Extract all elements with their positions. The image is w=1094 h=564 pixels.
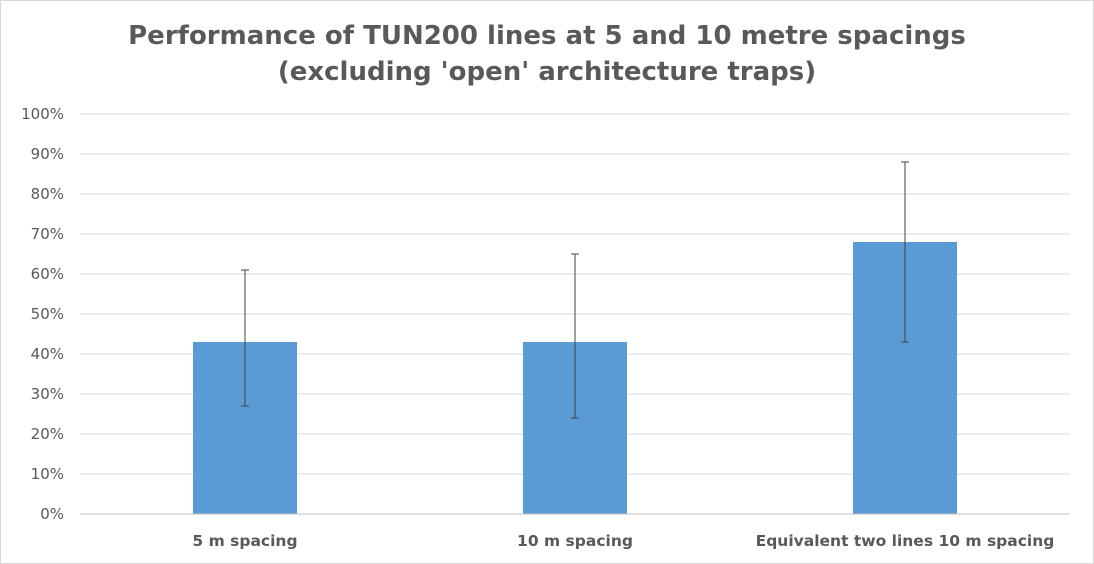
chart-title-block: Performance of TUN200 lines at 5 and 10 … <box>0 18 1094 90</box>
x-axis-category-labels: 5 m spacing 10 m spacing Equivalent two li… <box>192 532 1054 550</box>
error-bar <box>901 161 909 343</box>
y-tick-label: 80% <box>31 185 64 203</box>
chart-subtitle: (excluding 'open' architecture traps) <box>277 57 817 87</box>
error-bar <box>241 269 249 407</box>
y-tick-label: 50% <box>31 305 64 323</box>
chart-title: Performance of TUN200 lines at 5 and 10 … <box>128 21 966 51</box>
y-tick-label: 20% <box>31 425 64 443</box>
y-tick-label: 90% <box>31 145 64 163</box>
y-tick-label: 0% <box>40 505 64 523</box>
y-tick-label: 30% <box>31 385 64 403</box>
y-tick-label: 40% <box>31 345 64 363</box>
y-tick-label: 100% <box>21 105 64 123</box>
error-bar <box>571 253 579 419</box>
x-category-label: 5 m spacing <box>192 532 297 550</box>
y-tick-label: 60% <box>31 265 64 283</box>
x-category-label: 10 m spacing <box>517 532 633 550</box>
y-axis-tick-labels: 0% 10% 20% 30% 40% 50% 60% 70% 80% 90% 100% <box>21 105 64 523</box>
y-tick-label: 70% <box>31 225 64 243</box>
x-category-label: Equivalent two lines 10 m spacing <box>756 532 1055 550</box>
y-tick-label: 10% <box>31 465 64 483</box>
error-bars <box>241 161 909 419</box>
